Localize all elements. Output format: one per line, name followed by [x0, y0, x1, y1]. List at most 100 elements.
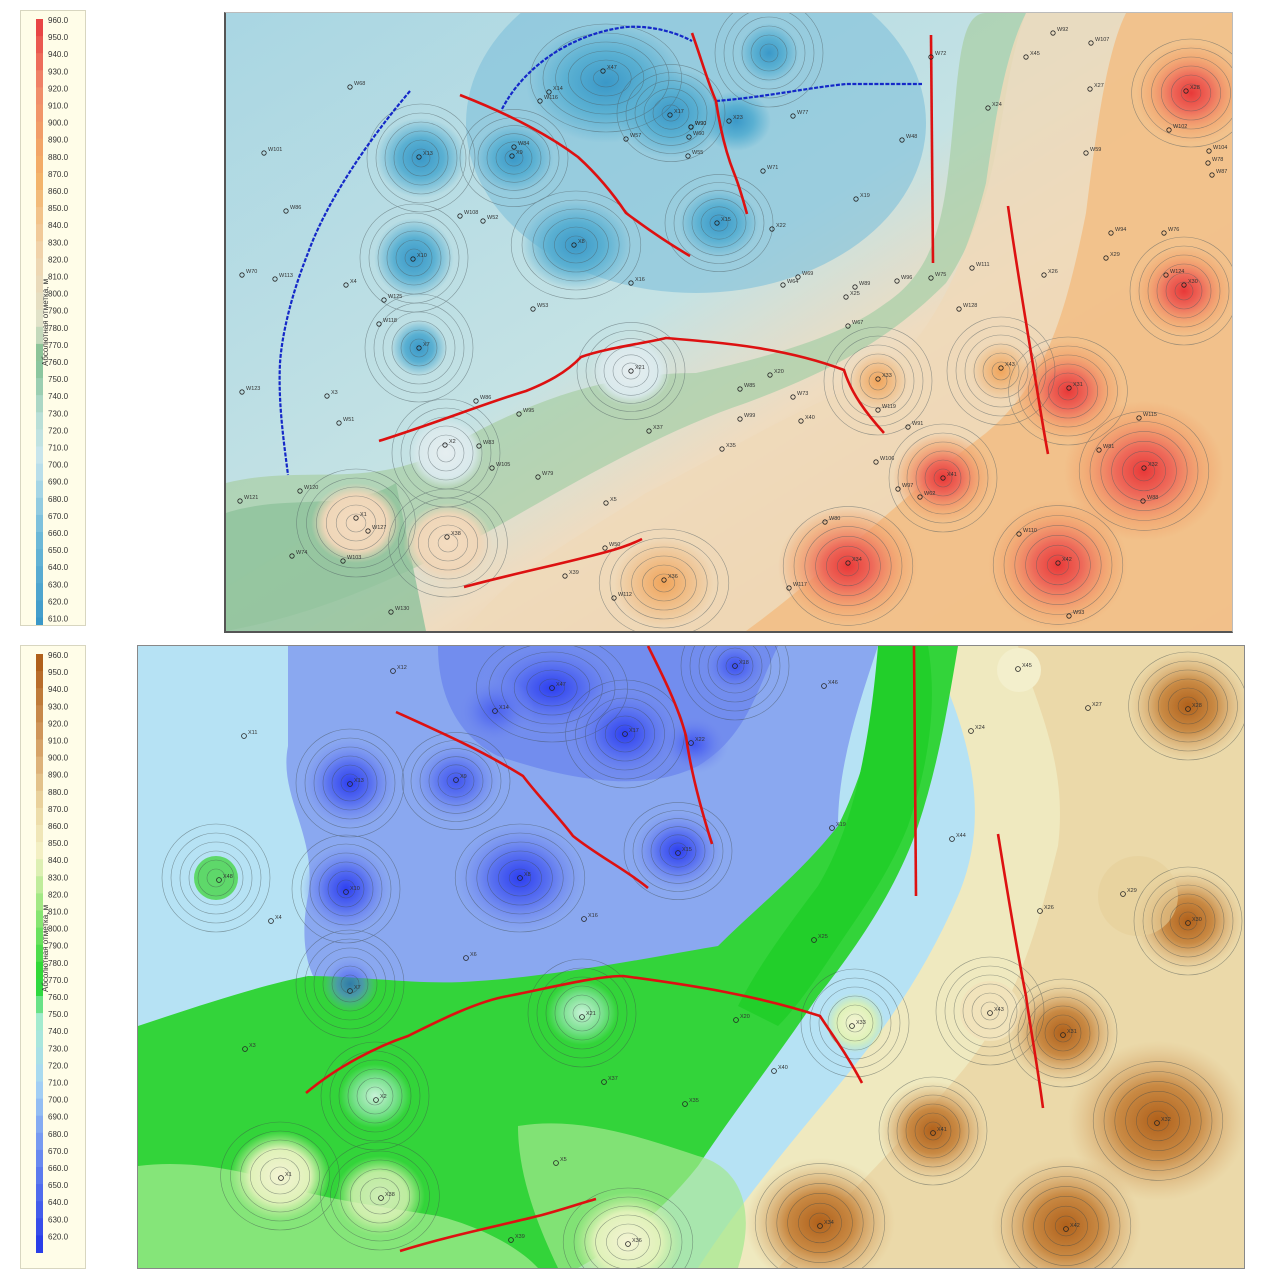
well-marker	[732, 663, 738, 669]
bottom-legend-tick: 620.0	[48, 1232, 69, 1241]
well-label: W79	[542, 471, 553, 477]
contour-line	[356, 1077, 394, 1115]
well-label: X13	[354, 778, 364, 784]
well-label: W97	[902, 483, 913, 489]
well-label: W69	[802, 271, 813, 277]
contour-line	[621, 362, 641, 380]
well-marker	[821, 683, 827, 689]
contour-line	[530, 23, 682, 133]
bottom-legend-swatch	[36, 1030, 43, 1048]
contour-line	[513, 660, 591, 716]
well-label: W107	[1095, 37, 1109, 43]
contour-line	[476, 841, 564, 915]
contour-line	[404, 248, 424, 268]
well-label: X39	[515, 1234, 525, 1240]
contour-line	[668, 842, 688, 860]
well-label: X24	[975, 725, 985, 731]
contour-line	[393, 130, 449, 186]
contour-line	[776, 1183, 864, 1263]
contour-line	[580, 59, 632, 97]
contour-line	[782, 506, 914, 626]
contour-line	[1133, 866, 1243, 976]
well-label: W101	[268, 147, 282, 153]
bottom-legend-tick: 780.0	[48, 959, 69, 968]
contour-line	[1146, 1110, 1170, 1132]
well-label: W110	[1023, 528, 1037, 534]
well-marker	[930, 1130, 936, 1136]
well-label: X25	[818, 934, 828, 940]
bottom-legend-swatch	[36, 927, 43, 946]
top-legend-tick: 680.0	[48, 495, 69, 504]
well-label: X20	[774, 369, 784, 375]
well-marker	[956, 306, 962, 312]
well-label: X14	[499, 705, 509, 711]
well-marker	[852, 284, 858, 290]
contour-line	[935, 956, 1045, 1066]
bottom-legend-swatch	[36, 1115, 43, 1134]
contour-line	[487, 850, 553, 906]
well-marker	[1023, 54, 1029, 60]
contour-line	[1044, 1014, 1082, 1052]
contour-line	[716, 647, 754, 685]
well-label: W124	[1170, 269, 1184, 275]
well-label: W115	[1143, 412, 1157, 418]
well-marker	[628, 368, 634, 374]
contour-line	[418, 515, 479, 571]
bottom-legend-swatch	[36, 842, 43, 860]
top-legend-swatch	[36, 19, 43, 37]
well-label: X36	[668, 574, 678, 580]
well-label: W84	[518, 141, 529, 147]
well-marker	[283, 208, 289, 214]
contour-line	[1180, 83, 1202, 103]
well-label: X27	[1094, 83, 1104, 89]
bottom-legend-swatch	[36, 671, 43, 689]
well-label: W73	[797, 391, 808, 397]
well-label: W105	[496, 462, 510, 468]
top-legend-tick: 630.0	[48, 580, 69, 589]
contour-line	[322, 956, 378, 1012]
well-label: W125	[388, 294, 402, 300]
top-legend-tick: 960.0	[48, 16, 69, 25]
well-marker	[537, 98, 543, 104]
contour-line	[1000, 1166, 1132, 1268]
top-legend-swatch	[36, 480, 43, 499]
well-label: X38	[451, 531, 461, 537]
well-label: W81	[1103, 444, 1114, 450]
contour-line	[698, 646, 772, 703]
contour-line	[402, 139, 440, 177]
well-marker	[737, 386, 743, 392]
well-marker	[1120, 891, 1126, 897]
well-marker	[719, 446, 725, 452]
contour-line	[815, 535, 881, 596]
top-legend-tick: 710.0	[48, 444, 69, 453]
top-legend-swatch	[36, 429, 43, 447]
well-label: X10	[350, 886, 360, 892]
top-legend-tick: 840.0	[48, 221, 69, 230]
contour-line	[508, 868, 532, 888]
top-legend-swatch	[36, 395, 43, 413]
contour-line	[304, 938, 396, 1030]
well-label: X35	[726, 443, 736, 449]
well-marker	[625, 1241, 631, 1247]
well-marker	[817, 1223, 823, 1229]
contour-line	[897, 432, 989, 524]
well-marker	[875, 407, 881, 413]
contour-line	[459, 109, 569, 207]
contour-line	[527, 958, 637, 1068]
bottom-legend-swatch	[36, 859, 43, 877]
contour-line	[585, 697, 665, 771]
bottom-legend-swatch	[36, 654, 43, 672]
contour-line	[488, 646, 616, 734]
well-marker	[940, 475, 946, 481]
well-marker	[1096, 447, 1102, 453]
well-marker	[297, 488, 303, 494]
bottom-legend-tick: 880.0	[48, 788, 69, 797]
contour-line	[1178, 911, 1198, 931]
bottom-map-surface: X12 X18 X47 X14 X17 X22 X11 X13 X9 X46 X19 X48 X10 X8…	[138, 646, 1244, 1268]
contour-line	[1122, 450, 1166, 492]
well-label: X31	[1073, 382, 1083, 388]
contour-line	[868, 371, 888, 391]
top-legend-swatch	[36, 309, 43, 328]
well-label: X5	[560, 1157, 567, 1163]
contour-line	[584, 1205, 672, 1268]
